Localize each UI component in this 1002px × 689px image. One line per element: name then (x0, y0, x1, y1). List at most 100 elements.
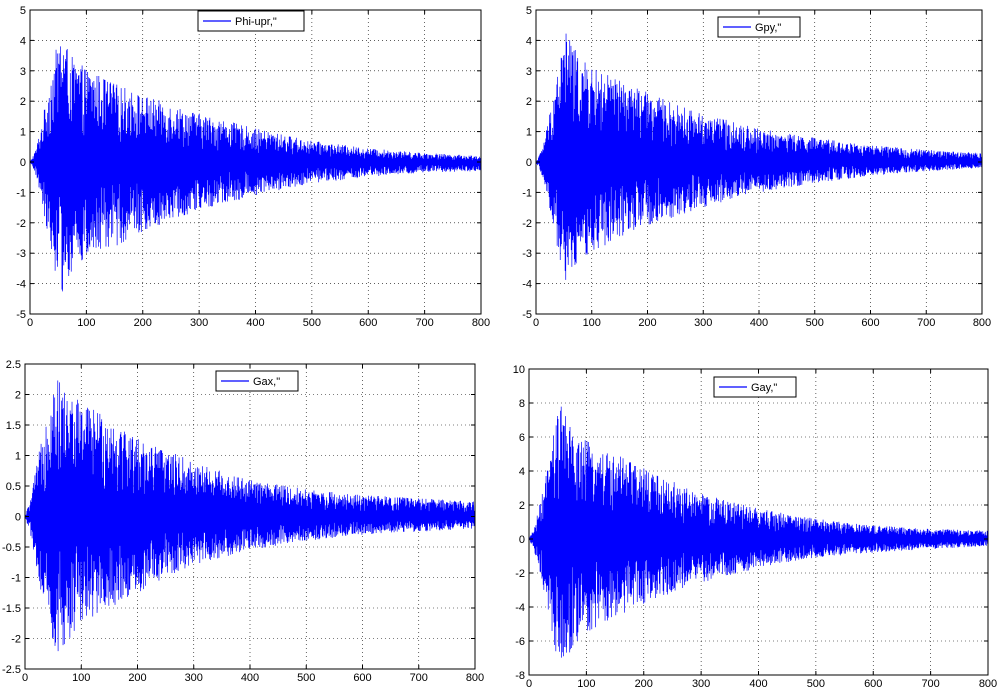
y-tick-label: -6 (515, 636, 525, 648)
legend-box (215, 370, 299, 392)
y-tick-label: 10 (513, 364, 525, 376)
x-tick-label: 300 (692, 678, 710, 689)
x-tick-label: 600 (861, 317, 879, 329)
y-tick-label: -4 (522, 279, 532, 291)
y-tick-label: -4 (515, 602, 525, 614)
plot-gpy: 0 100 200 300 400 500 600 700 800 -5 -4 -3 -2 -1 0 1 2 3 4… (522, 5, 991, 329)
y-tick-label: 0 (20, 157, 26, 169)
x-tick-label: 0 (533, 317, 539, 329)
y-tick-label: -1 (11, 573, 21, 585)
y-tick-label: 5 (526, 5, 532, 17)
legend-label: Gax," (253, 376, 280, 388)
y-tick-label: 1 (526, 127, 532, 139)
legend-label: Gay," (751, 382, 777, 394)
y-tick-label: -2 (11, 634, 21, 646)
y-tick-label: -4 (16, 279, 26, 291)
y-tick-label: -2 (522, 218, 532, 230)
x-tick-label: 500 (806, 317, 824, 329)
x-tick-label: 0 (27, 317, 33, 329)
x-tick-label: 400 (246, 317, 264, 329)
x-tick-label: 300 (694, 317, 712, 329)
x-tick-label: 500 (807, 678, 825, 689)
y-tick-label: 1 (20, 127, 26, 139)
plot-gax: 0 100 200 300 400 500 600 700 800 -2.5 -2 -1.5 -1 -0.… (2, 359, 484, 684)
y-tick-label: 1.5 (6, 420, 21, 432)
legend: Phi-upr," (197, 10, 305, 32)
legend-box (713, 376, 797, 398)
x-tick-label: 100 (72, 672, 90, 684)
y-tick-label: -5 (522, 309, 532, 321)
x-tick-label: 200 (134, 317, 152, 329)
series-line-gay (529, 406, 988, 658)
y-tick-label: 0.5 (6, 481, 21, 493)
y-tick-label: 4 (20, 35, 26, 47)
y-tick-label: -2 (16, 218, 26, 230)
plot-phi-upr: 0 100 200 300 400 500 600 700 800 -5 -4 -3 -2 -1 0 1 2 3 4… (16, 5, 490, 329)
y-tick-label: 0 (15, 512, 21, 524)
x-tick-label: 500 (297, 672, 315, 684)
y-tick-label: 5 (20, 5, 26, 17)
x-tick-label: 700 (921, 678, 939, 689)
y-tick-label: 3 (526, 66, 532, 78)
x-tick-label: 200 (128, 672, 146, 684)
y-tick-label: 0 (526, 157, 532, 169)
y-tick-label: -2.5 (2, 664, 21, 676)
y-tick-label: -2 (515, 568, 525, 580)
x-tick-label: 800 (973, 317, 991, 329)
y-tick-label: 2 (20, 96, 26, 108)
y-tick-label: 2 (15, 390, 21, 402)
x-tick-label: 100 (577, 678, 595, 689)
x-tick-label: 200 (635, 678, 653, 689)
y-tick-label: 8 (519, 398, 525, 410)
y-tick-label: -3 (522, 248, 532, 260)
x-tick-label: 600 (353, 672, 371, 684)
y-tick-label: -8 (515, 670, 525, 682)
y-tick-label: 2.5 (6, 359, 21, 371)
x-tick-label: 200 (638, 317, 656, 329)
legend: Gpy," (717, 16, 801, 38)
y-tick-label: 3 (20, 66, 26, 78)
series-line-phi-upr (30, 46, 481, 292)
y-tick-label: -5 (16, 309, 26, 321)
plot-gay: 0 100 200 300 400 500 600 700 800 -8 -6 -4 -2 0 2 4 6 8 10… (513, 364, 997, 689)
y-tick-label: 2 (519, 500, 525, 512)
legend-box (197, 10, 305, 32)
x-tick-label: 500 (303, 317, 321, 329)
y-tick-label: 1 (15, 451, 21, 463)
y-tick-label: 6 (519, 432, 525, 444)
x-tick-label: 400 (749, 678, 767, 689)
x-tick-label: 0 (526, 678, 532, 689)
series-line-gpy (536, 33, 982, 280)
x-tick-label: 600 (359, 317, 377, 329)
x-tick-label: 400 (241, 672, 259, 684)
x-tick-label: 700 (917, 317, 935, 329)
x-tick-label: 700 (410, 672, 428, 684)
y-tick-label: 2 (526, 96, 532, 108)
legend: Gay," (713, 376, 797, 398)
x-tick-label: 100 (583, 317, 601, 329)
legend-label: Gpy," (755, 22, 781, 34)
y-tick-label: 0 (519, 534, 525, 546)
x-tick-label: 800 (466, 672, 484, 684)
series-line-gax (25, 380, 475, 652)
y-tick-label: -3 (16, 248, 26, 260)
legend: Gax," (215, 370, 299, 392)
x-tick-label: 0 (22, 672, 28, 684)
x-tick-label: 800 (979, 678, 997, 689)
x-tick-label: 300 (190, 317, 208, 329)
x-tick-label: 300 (185, 672, 203, 684)
y-tick-label: -1 (16, 187, 26, 199)
y-tick-label: -1.5 (2, 603, 21, 615)
x-tick-label: 800 (472, 317, 490, 329)
legend-box (717, 16, 801, 38)
y-tick-label: 4 (526, 35, 532, 47)
x-tick-label: 400 (750, 317, 768, 329)
x-tick-label: 600 (864, 678, 882, 689)
legend-label: Phi-upr," (235, 16, 277, 28)
x-tick-label: 100 (77, 317, 95, 329)
x-tick-label: 700 (415, 317, 433, 329)
y-tick-label: -1 (522, 187, 532, 199)
y-tick-label: -0.5 (2, 542, 21, 554)
y-tick-label: 4 (519, 466, 525, 478)
